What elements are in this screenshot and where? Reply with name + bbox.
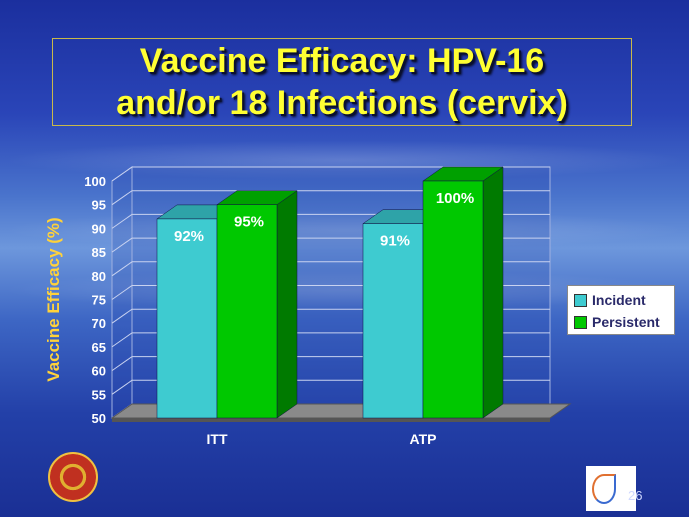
institution-seal-icon [48, 452, 98, 502]
y-tick-label: 65 [92, 340, 106, 355]
y-axis-label: Vaccine Efficacy (%) [44, 217, 63, 381]
logo-mark-icon [592, 474, 616, 504]
legend-swatch-incident [574, 293, 587, 307]
y-tick-label: 55 [92, 387, 106, 402]
data-label-persistent-atp: 100% [436, 190, 474, 207]
title-line-1: Vaccine Efficacy: HPV-16 [139, 42, 545, 80]
legend-item-persistent: Persistent [574, 312, 660, 332]
y-tick-label: 60 [92, 364, 106, 379]
bar-incident-atp [362, 223, 424, 419]
legend-label-incident: Incident [592, 292, 646, 308]
y-tick-label: 50 [92, 411, 106, 426]
legend-label-persistent: Persistent [592, 314, 660, 330]
bar-incident-itt [156, 218, 218, 419]
slide-title: Vaccine Efficacy: HPV-16 and/or 18 Infec… [52, 40, 632, 124]
organization-logo-icon [586, 466, 636, 511]
legend-item-incident: Incident [574, 290, 646, 310]
y-tick-label: 90 [92, 221, 106, 236]
gridline [111, 190, 550, 206]
title-line-2: and/or 18 Infections (cervix) [116, 84, 568, 122]
y-tick-label: 100 [84, 174, 106, 189]
category-label-itt: ITT [207, 431, 228, 447]
page-number: 26 [628, 488, 643, 503]
category-label-atp: ATP [410, 431, 437, 447]
title-frame [52, 38, 632, 126]
chart-legend: Incident Persistent [567, 285, 675, 335]
chart-floor-edge [112, 418, 550, 422]
y-tick-label: 70 [92, 316, 106, 331]
y-tick-label: 80 [92, 269, 106, 284]
bar-persistent-itt [216, 204, 278, 419]
gridline [111, 166, 550, 182]
background-wave [0, 140, 689, 180]
data-label-incident-itt: 92% [174, 228, 204, 245]
bar-persistent-atp [422, 180, 484, 419]
bar-side-persistent-itt [276, 190, 298, 419]
legend-swatch-persistent [574, 315, 587, 329]
y-tick-label: 85 [92, 245, 106, 260]
data-label-persistent-itt: 95% [234, 214, 264, 231]
y-tick-label: 95 [92, 198, 106, 213]
background-wave [0, 210, 689, 250]
data-label-incident-atp: 91% [380, 233, 410, 250]
bar-side-persistent-atp [482, 166, 504, 419]
y-tick-label: 75 [92, 293, 106, 308]
